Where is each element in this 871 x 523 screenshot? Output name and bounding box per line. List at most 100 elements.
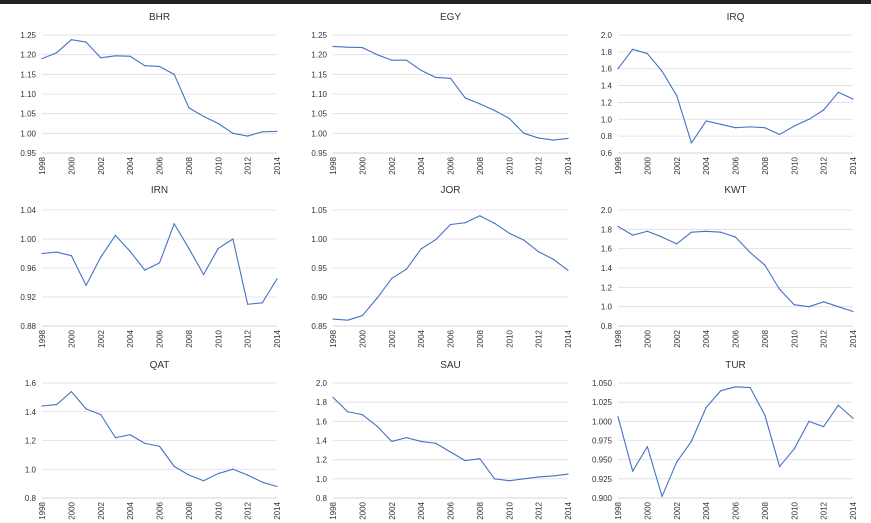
y-tick-label-tur: 0.900 xyxy=(592,494,613,503)
data-point-jor xyxy=(405,268,408,270)
data-point-sau xyxy=(420,440,422,443)
x-tick-label-irn: 1998 xyxy=(38,329,47,347)
y-tick-label-irq: 0.6 xyxy=(601,149,613,158)
x-tick-label-qat: 2000 xyxy=(67,501,76,519)
data-point-bhr xyxy=(232,132,234,134)
x-tick-label-irq: 2000 xyxy=(643,156,652,174)
data-point-irq xyxy=(793,125,795,127)
x-tick-label-bhr: 2010 xyxy=(214,156,223,174)
data-point-sau xyxy=(405,437,408,439)
data-point-egy xyxy=(508,117,510,119)
data-point-qat xyxy=(188,474,190,476)
y-tick-label-sau: 1.4 xyxy=(316,437,328,446)
panel-title-jor: JOR xyxy=(441,185,461,196)
data-point-bhr xyxy=(114,55,117,57)
x-tick-label-irq: 2014 xyxy=(849,156,858,174)
data-point-kwt xyxy=(646,230,648,232)
panel-title-bhr: BHR xyxy=(149,12,170,23)
x-tick-label-irn: 2008 xyxy=(185,329,194,347)
data-point-bhr xyxy=(158,65,161,68)
data-point-irn xyxy=(100,256,102,258)
data-point-irn xyxy=(56,251,58,253)
data-point-jor xyxy=(552,258,554,260)
data-point-tur xyxy=(734,386,737,388)
x-tick-label-bhr: 2012 xyxy=(244,156,253,174)
x-tick-label-irq: 2006 xyxy=(732,156,741,174)
x-tick-label-egy: 2002 xyxy=(388,156,397,174)
data-point-jor xyxy=(361,314,363,317)
data-point-sau xyxy=(361,414,363,416)
data-point-irn xyxy=(276,278,278,280)
y-tick-label-tur: 0.975 xyxy=(592,437,613,446)
data-point-irn xyxy=(188,247,190,250)
y-tick-label-jor: 0.95 xyxy=(311,264,327,273)
data-point-sau xyxy=(347,411,349,413)
data-point-bhr xyxy=(144,65,146,67)
panel-title-irq: IRQ xyxy=(727,12,745,23)
data-point-bhr xyxy=(247,135,249,137)
data-point-tur xyxy=(837,404,839,406)
y-tick-label-sau: 2.0 xyxy=(316,379,328,388)
data-point-kwt xyxy=(764,264,766,266)
data-point-sau xyxy=(508,480,510,482)
y-tick-label-bhr: 0.95 xyxy=(20,149,36,158)
data-point-irn xyxy=(158,262,161,264)
data-point-egy xyxy=(479,103,481,105)
x-tick-label-irn: 2006 xyxy=(156,329,165,347)
data-point-sau xyxy=(391,440,393,443)
data-point-qat xyxy=(173,465,175,467)
x-tick-label-qat: 2008 xyxy=(185,501,194,519)
data-point-irn xyxy=(261,302,263,304)
data-point-bhr xyxy=(276,130,278,132)
y-tick-label-irn: 1.04 xyxy=(20,206,36,215)
data-point-jor xyxy=(479,215,481,217)
series-line-kwt xyxy=(617,225,854,313)
y-tick-label-sau: 1.2 xyxy=(316,456,328,465)
data-point-tur xyxy=(632,470,634,472)
data-point-egy xyxy=(420,69,422,71)
data-point-irq xyxy=(720,123,722,125)
data-point-tur xyxy=(823,426,825,428)
data-point-sau xyxy=(435,442,437,444)
y-tick-label-kwt: 0.8 xyxy=(601,322,613,331)
data-point-jor xyxy=(567,269,569,271)
y-tick-label-egy: 1.15 xyxy=(311,70,327,79)
y-tick-label-bhr: 1.00 xyxy=(20,129,36,138)
y-tick-label-kwt: 1.0 xyxy=(601,303,613,312)
data-point-sau xyxy=(479,458,481,460)
data-point-tur xyxy=(764,414,766,416)
chart-panel-egy: EGY 0.95 1.00 1.05 1.10 1.15 1.20 1.25 1998 2000 2… xyxy=(311,12,573,175)
data-point-irn xyxy=(85,284,87,286)
x-tick-label-egy: 2008 xyxy=(476,156,485,174)
data-point-egy xyxy=(523,132,525,134)
data-point-bhr xyxy=(56,52,58,54)
data-point-bhr xyxy=(129,55,131,57)
series-line-irq xyxy=(617,48,854,144)
data-point-irq xyxy=(778,133,781,136)
data-point-bhr xyxy=(261,131,263,133)
x-tick-label-irq: 2002 xyxy=(673,156,682,174)
x-tick-label-qat: 2004 xyxy=(126,501,135,519)
x-tick-label-kwt: 2014 xyxy=(849,329,858,347)
panel-title-qat: QAT xyxy=(150,360,170,371)
x-tick-label-sau: 2002 xyxy=(388,501,397,519)
data-point-irq xyxy=(808,118,810,120)
x-tick-label-kwt: 2008 xyxy=(761,329,770,347)
data-point-jor xyxy=(332,318,334,320)
data-point-tur xyxy=(690,440,693,442)
panel-title-kwt: KWT xyxy=(724,185,746,196)
y-tick-label-egy: 1.00 xyxy=(311,129,327,138)
data-point-kwt xyxy=(778,288,781,290)
x-tick-label-tur: 2014 xyxy=(849,501,858,519)
y-tick-label-tur: 1.025 xyxy=(592,398,613,407)
data-point-irq xyxy=(749,126,751,128)
data-point-qat xyxy=(114,437,117,439)
y-tick-label-bhr: 1.05 xyxy=(20,110,36,119)
data-point-qat xyxy=(129,434,131,436)
x-tick-label-bhr: 2000 xyxy=(67,156,76,174)
x-tick-label-kwt: 2004 xyxy=(702,329,711,347)
data-point-sau xyxy=(493,478,496,480)
data-point-tur xyxy=(661,495,663,498)
x-tick-label-egy: 2006 xyxy=(447,156,456,174)
y-tick-label-irn: 0.92 xyxy=(20,293,36,302)
